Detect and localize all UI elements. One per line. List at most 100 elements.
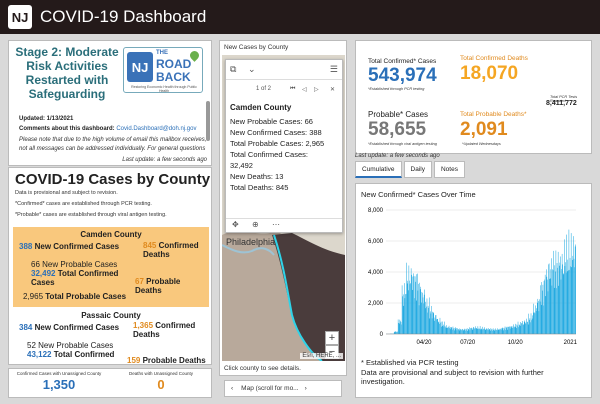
cases-by-county-panel[interactable]: COVID-19 Cases by County Data is provisi… [8,167,212,365]
chart-bar [509,326,510,334]
chart-bar [483,328,485,334]
chart-bar [483,328,484,334]
tab-notes[interactable]: Notes [433,161,465,178]
chart-bar [455,328,457,334]
chart-bar [456,328,457,334]
tab-cumulative[interactable]: Cumulative [355,161,402,178]
chart-bar [511,327,513,334]
more-icon[interactable]: ⋯ [272,220,280,229]
chart-bar [395,331,396,334]
chart-bar [573,258,575,334]
dock-icon[interactable]: ⧉ [230,64,237,74]
county-card-camden[interactable]: Camden County 388 New Confirmed Cases 66… [13,227,209,307]
chart-bar [469,330,471,334]
chart-bar [544,279,545,334]
chart-bar [574,246,576,334]
chart-bar [521,322,523,334]
confirmed-deaths-label: Confirmed Deaths [143,241,199,259]
chart-bar [395,331,397,334]
chart-bar [561,253,563,334]
next-page-icon[interactable]: ▷ [314,87,319,93]
prev-arrow-icon[interactable]: ‹ [231,385,234,392]
chevron-down-icon[interactable]: ⌄ [248,64,256,74]
stage-scrollbar[interactable] [206,101,210,141]
chart-bar [452,326,454,334]
probable-deaths-num: 159 [127,356,141,365]
x-tick-label: 2021 [564,340,578,346]
chart-bar [526,318,527,334]
chart-bar [519,325,520,334]
probable-deaths-label: Probable Deaths [142,356,206,365]
chart-bar [458,329,459,334]
county-name: Passaic County [81,311,141,320]
chart-bar [427,305,429,334]
chart-bar [434,317,436,334]
cases-sub-probable: *Probable* cases are established through… [15,212,167,218]
chart-bar [471,329,473,334]
chart-bar [444,325,446,334]
probable-value: 58,655 [368,119,427,140]
chart-bar [415,274,417,334]
chart-bar [457,328,458,334]
camden-county-shape[interactable] [272,233,345,361]
county-popup[interactable]: ⧉ ⌄ ☰ 1 of 2 ⏮ ◁ ▷ ✕ Camden County New P… [225,59,343,233]
chart-bar [429,318,431,334]
chart-bar [525,323,527,334]
first-page-icon[interactable]: ⏮ [290,86,296,92]
totals-last-update: Last update: a few seconds ago [355,153,440,159]
chart-bar [425,308,427,334]
probable-label: Probable* Cases [368,110,429,119]
rb-tagline: Restoring Economic Health through Public… [131,85,197,93]
chart-bar [411,274,412,334]
chart-bar [454,330,455,334]
tab-daily[interactable]: Daily [403,161,432,178]
chart-bar [473,327,475,334]
cases-sub-confirmed: *Confirmed* cases are established throug… [15,201,152,207]
chart-bar [565,262,566,334]
chart-bar [422,292,423,334]
popup-line: 32,492 [230,161,253,170]
x-tick-label: 04/20 [416,340,432,346]
pan-icon[interactable]: ✥ [232,220,239,229]
new-probable-num: 66 [31,260,40,269]
county-card-passaic[interactable]: Passaic County 384 New Confirmed Cases 5… [13,308,209,365]
list-icon[interactable]: ☰ [329,64,338,74]
zoom-to-icon[interactable]: ⊕ [252,220,259,229]
chart-bar [572,260,573,334]
chart-bar [476,328,477,334]
zoom-in-button[interactable]: + [325,331,339,345]
chart-bar [412,289,413,334]
confirmed-deaths-label: Confirmed Deaths [133,321,196,339]
chart-bar [512,326,514,334]
chart-bar [421,302,422,334]
y-tick-label: 6,000 [368,239,384,245]
cases-chart-panel: New Confirmed* Cases Over Time 0 2,000 4,0… [355,183,592,398]
chart-bar [477,326,479,334]
next-arrow-icon[interactable]: › [304,385,307,392]
chart-bar [406,262,407,334]
popup-line: New Deaths: 13 [230,172,284,181]
chart-bar [491,329,492,334]
chart-bar [430,311,431,334]
close-icon[interactable]: ✕ [330,87,336,93]
chart-bar [398,322,399,334]
map-attribution: Esri, HERE, ... [300,353,343,359]
chart-bar [482,326,483,334]
chart-bar [530,322,531,334]
confirmed-value: 543,974 [368,65,437,86]
chart-bar [422,297,424,334]
chart-bar [559,262,561,334]
stage-panel: Stage 2: Moderate Risk Activities Restar… [8,40,212,166]
total-confirmed-num: 43,122 [27,350,52,359]
chart-bar [486,328,488,334]
chart-bar [404,283,405,334]
map-canvas[interactable]: Philadelphia ⧉ ⌄ ☰ 1 of 2 ⏮ ◁ ▷ ✕ Camden… [222,55,345,361]
chart-bar [471,327,472,334]
comments-email-link[interactable]: Covid.Dashboard@doh.nj.gov [116,126,197,132]
map-nav-bar[interactable]: ‹ Map (scroll for mo... › [224,380,342,397]
chart-bar [419,282,420,334]
prev-page-icon[interactable]: ◁ [302,87,307,93]
chart-bar [441,321,443,334]
chart-title: New Confirmed* Cases Over Time [361,190,476,199]
chart-bar [465,329,467,334]
